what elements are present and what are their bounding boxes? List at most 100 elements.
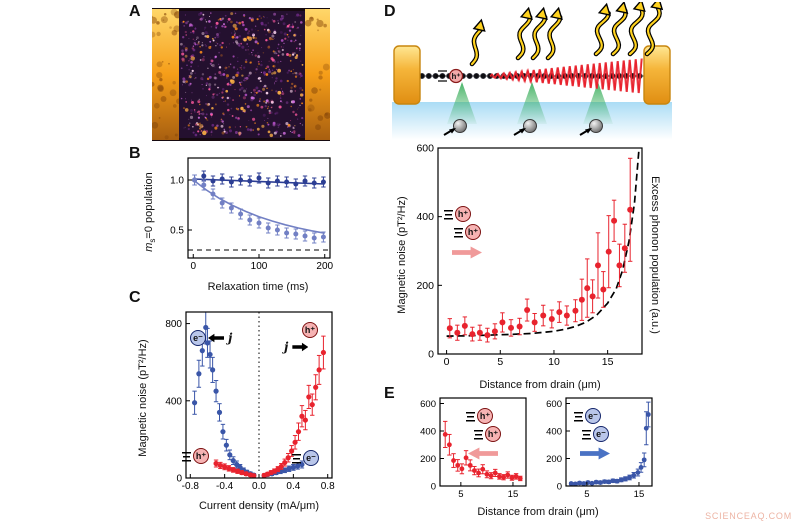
e-electron-annotation: e⁻ e⁻ [574, 408, 610, 460]
c-hole-current-annotation: h⁺ j [282, 322, 318, 354]
svg-text:400: 400 [165, 396, 182, 407]
device-schematic: h⁺ [392, 0, 672, 140]
e-hole-row-2: h⁺ [474, 426, 501, 442]
micrograph-image [149, 8, 331, 141]
panel-label-e: E [384, 385, 395, 402]
svg-text:200: 200 [316, 261, 333, 272]
current-density-symbol: j [228, 331, 233, 345]
motion-lines-icon [444, 208, 453, 220]
b-ylabel-rest: =0 population [143, 172, 155, 239]
electron-icon: e⁻ [303, 450, 319, 466]
svg-text:15: 15 [508, 489, 519, 500]
svg-text:600: 600 [416, 143, 434, 155]
e-x-axis-label: Distance from drain (μm) [477, 506, 599, 518]
svg-text:0.8: 0.8 [321, 481, 335, 492]
svg-text:15: 15 [634, 489, 645, 500]
chart-e-electrons: 5 15 0 200 400 600 [538, 392, 656, 504]
hole-icon: h⁺ [465, 224, 481, 240]
svg-text:15: 15 [602, 356, 614, 368]
d-hole-row-2: h⁺ [454, 224, 481, 240]
d-hole-flow-annotation: h⁺ h⁺ [444, 206, 482, 259]
motion-lines-icon [474, 428, 483, 440]
hole-icon: h⁺ [455, 206, 471, 222]
svg-text:0: 0 [176, 474, 182, 485]
svg-text:200: 200 [416, 280, 434, 292]
svg-text:200: 200 [546, 454, 562, 465]
hole-icon: h⁺ [302, 322, 318, 338]
svg-text:0: 0 [431, 482, 436, 493]
c-hole-current-row: j [282, 340, 309, 354]
svg-text:400: 400 [420, 427, 436, 438]
electron-icon: e⁻ [190, 330, 206, 346]
current-right-arrow-icon [292, 342, 309, 352]
svg-text:h⁺: h⁺ [451, 72, 460, 81]
chart-b-relaxation: 0 100 200 0.5 1.0 [158, 152, 336, 278]
svg-text:1.0: 1.0 [170, 176, 184, 187]
svg-text:0: 0 [444, 356, 450, 368]
svg-text:800: 800 [165, 319, 182, 330]
electron-flow-right-arrow [580, 447, 610, 460]
schematic-drawing: h⁺ [392, 0, 672, 140]
e-hole-row-1: h⁺ [466, 408, 493, 424]
motion-lines-icon [292, 452, 301, 464]
current-density-symbol: j [284, 340, 289, 354]
svg-text:600: 600 [546, 399, 562, 410]
c-minority-electron-annotation: e⁻ [292, 450, 319, 466]
svg-text:-0.8: -0.8 [182, 481, 200, 492]
svg-text:0: 0 [428, 349, 434, 361]
hole-icon: h⁺ [477, 408, 493, 424]
svg-text:600: 600 [420, 399, 436, 410]
d-x-axis-label: Distance from drain (μm) [479, 379, 601, 391]
watermark: SCIENCEAQ.COM [705, 511, 792, 521]
motion-lines-icon [182, 450, 191, 462]
hole-flow-right-arrow [452, 246, 482, 259]
d-y-axis-label: Magnetic noise (pT²/Hz) [396, 196, 408, 314]
hole-icon: h⁺ [485, 426, 501, 442]
b-ylabel-variable: m [143, 242, 155, 252]
svg-text:-0.4: -0.4 [216, 481, 234, 492]
panel-label-c: C [129, 289, 141, 306]
motion-lines-icon [582, 428, 591, 440]
panel-label-b: B [129, 145, 141, 162]
hole-icon: h⁺ [193, 448, 209, 464]
svg-text:200: 200 [420, 454, 436, 465]
svg-text:0.0: 0.0 [252, 481, 266, 492]
b-x-axis-label: Relaxation time (ms) [207, 281, 309, 293]
svg-text:0.4: 0.4 [286, 481, 300, 492]
d-hole-row-1: h⁺ [444, 206, 471, 222]
c-y-axis-label: Magnetic noise (pT²/Hz) [137, 339, 149, 457]
e-hole-annotation: h⁺ h⁺ [466, 408, 501, 460]
electron-icon: e⁻ [593, 426, 609, 442]
motion-lines-icon [454, 226, 463, 238]
electron-icon: e⁻ [585, 408, 601, 424]
motion-lines-icon [466, 410, 475, 422]
c-x-axis-label: Current density (mA/μm) [198, 500, 320, 512]
svg-text:100: 100 [251, 261, 268, 272]
hole-flow-left-arrow [468, 447, 498, 460]
b-y-axis-label: ms=0 population [142, 147, 158, 277]
svg-text:0.5: 0.5 [170, 226, 184, 237]
svg-text:5: 5 [497, 356, 503, 368]
chart-e-holes: 5 15 0 200 400 600 [412, 392, 530, 504]
chart-d-distance: 0 5 10 15 0 200 400 600 [410, 140, 650, 376]
svg-text:400: 400 [546, 427, 562, 438]
b-ylabel-subscript: s [148, 238, 158, 243]
chart-c-current-density: -0.8 -0.4 0.0 0.4 0.8 0 400 800 [156, 306, 338, 498]
svg-text:5: 5 [458, 489, 463, 500]
c-electron-current-annotation: e⁻ j [190, 330, 234, 346]
e-electron-row-1: e⁻ [574, 408, 601, 424]
c-minority-hole-annotation: h⁺ [182, 448, 209, 464]
motion-lines-icon [574, 410, 583, 422]
current-left-arrow-icon [208, 333, 224, 343]
panel-a-micrograph [149, 8, 331, 141]
svg-text:0: 0 [190, 261, 196, 272]
svg-text:5: 5 [584, 489, 589, 500]
panel-label-a: A [129, 3, 141, 20]
panel-label-d: D [384, 3, 396, 20]
svg-text:400: 400 [416, 211, 434, 223]
e-electron-row-2: e⁻ [582, 426, 609, 442]
svg-text:10: 10 [548, 356, 560, 368]
d-right-axis-label: Excess phonon population (a.u.) [649, 176, 661, 334]
svg-text:0: 0 [557, 482, 562, 493]
